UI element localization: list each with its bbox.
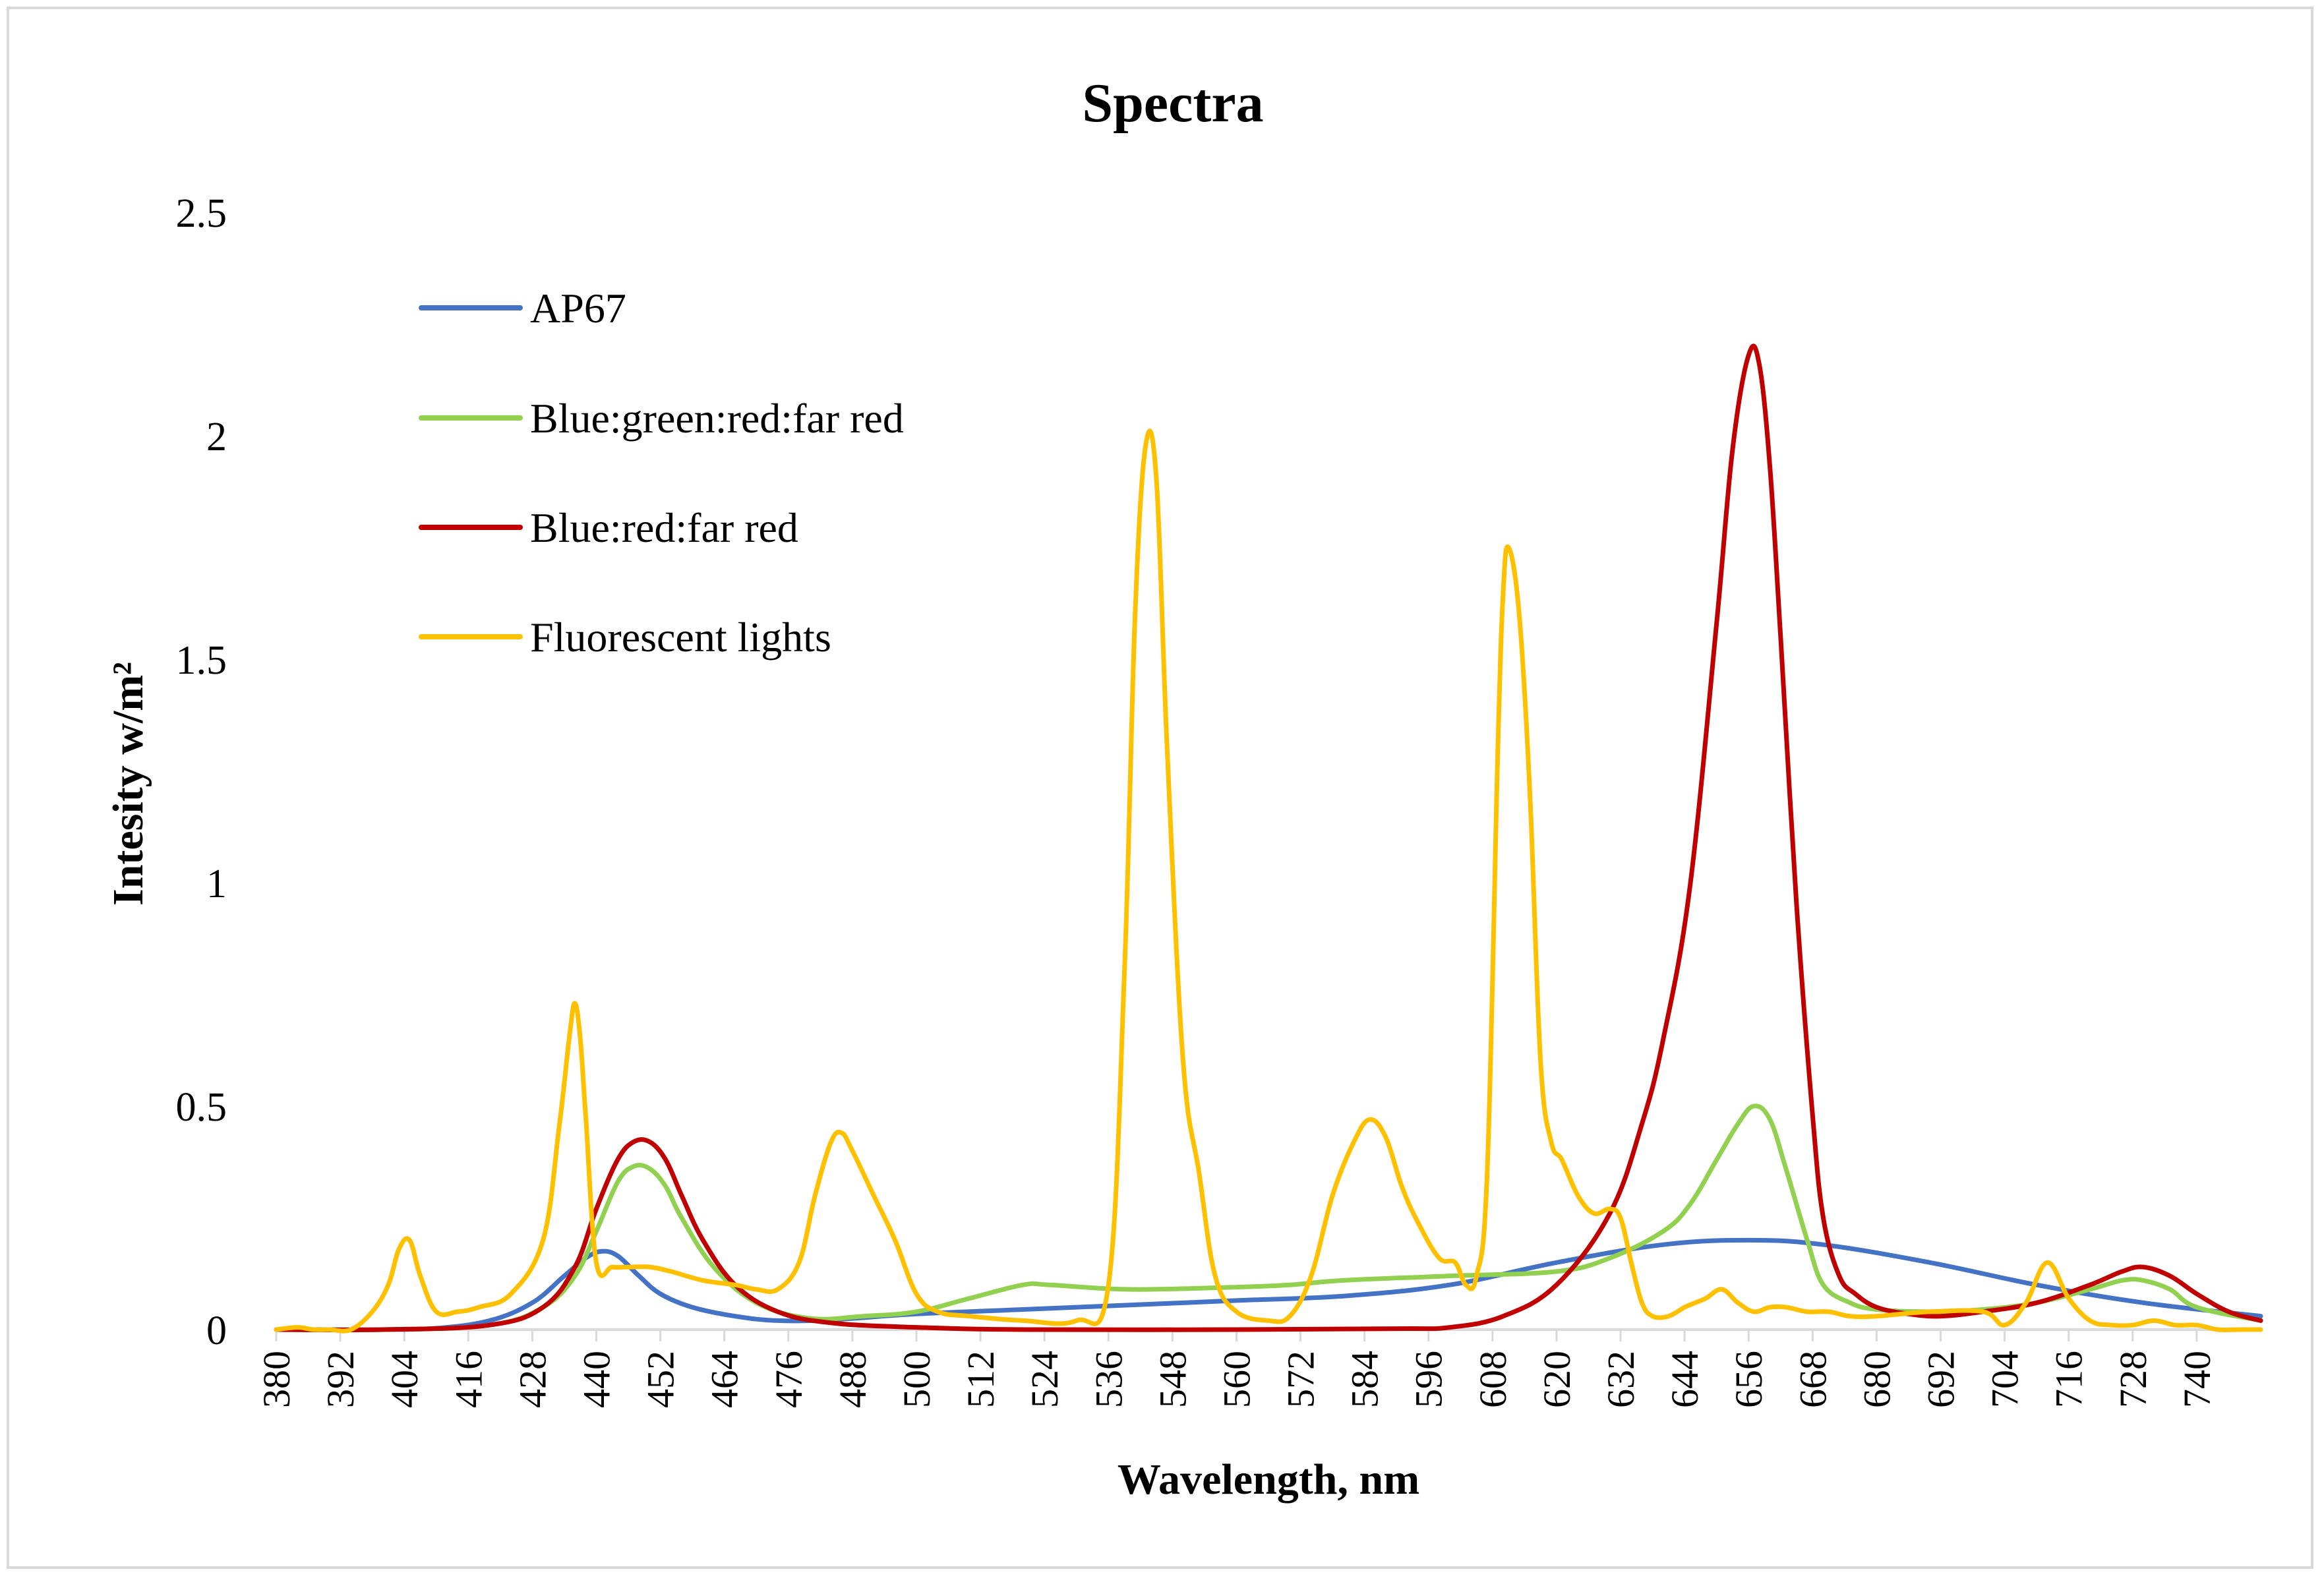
y-tick-label: 2.5 — [176, 191, 227, 236]
x-tick-label: 584 — [1344, 1351, 1386, 1408]
x-tick-label: 452 — [640, 1351, 682, 1408]
y-axis-tick-labels: 0 0.5 1 1.5 2 2.5 — [176, 191, 227, 1353]
legend-label: AP67 — [530, 285, 626, 332]
chart-canvas: Spectra 0 0.5 1 1.5 2 2.5 380 392 404 416 428 440 4… — [104, 73, 2263, 1504]
x-tick-label: 500 — [895, 1351, 938, 1408]
x-axis-tick-marks — [275, 1330, 2198, 1341]
legend-label: Blue:green:red:far red — [530, 395, 904, 442]
legend-item-blue-red-far-red: Blue:red:far red — [419, 504, 798, 551]
x-tick-label: 644 — [1663, 1351, 1706, 1408]
series-line-ap67 — [274, 1237, 2263, 1332]
x-tick-label: 440 — [575, 1351, 618, 1408]
legend-label: Blue:red:far red — [530, 504, 798, 551]
x-tick-label: 596 — [1408, 1351, 1450, 1408]
y-tick-label: 1 — [206, 862, 227, 906]
x-tick-label: 728 — [2112, 1351, 2155, 1408]
x-tick-label: 620 — [1535, 1351, 1578, 1408]
legend-item-blue-green-red-far-red: Blue:green:red:far red — [419, 395, 904, 442]
x-tick-label: 416 — [447, 1351, 490, 1408]
x-axis-tick-labels: 380 392 404 416 428 440 452 464 476 488 500 512 524 5… — [255, 1351, 2219, 1408]
x-tick-label: 392 — [319, 1351, 362, 1408]
x-tick-label: 716 — [2048, 1351, 2091, 1408]
y-tick-label: 1.5 — [176, 638, 227, 683]
x-tick-label: 608 — [1472, 1351, 1514, 1408]
x-tick-label: 560 — [1215, 1351, 1258, 1408]
series-line-fluorescent-lights — [274, 428, 2263, 1334]
y-tick-label: 0.5 — [176, 1085, 227, 1130]
x-tick-label: 524 — [1023, 1351, 1066, 1408]
x-tick-label: 740 — [2176, 1351, 2219, 1408]
series-line-blue-red-far-red — [274, 343, 2263, 1333]
x-tick-label: 704 — [1984, 1351, 2027, 1408]
x-tick-label: 680 — [1855, 1351, 1898, 1408]
x-tick-label: 428 — [511, 1351, 554, 1408]
x-tick-label: 512 — [959, 1351, 1002, 1408]
legend-item-fluorescent-lights: Fluorescent lights — [419, 614, 831, 661]
x-tick-label: 572 — [1280, 1351, 1323, 1408]
legend-item-ap67: AP67 — [419, 285, 626, 332]
y-tick-label: 0 — [206, 1308, 227, 1353]
x-tick-label: 692 — [1920, 1351, 1963, 1408]
chart-frame: Spectra 0 0.5 1 1.5 2 2.5 380 392 404 416 428 440 4… — [7, 7, 2313, 1569]
x-axis-label: Wavelength, nm — [1117, 1455, 1419, 1504]
legend: AP67 Blue:green:red:far red Blue:red:far r… — [419, 285, 904, 661]
y-tick-label: 2 — [206, 415, 227, 459]
x-tick-label: 632 — [1599, 1351, 1642, 1408]
x-tick-label: 488 — [831, 1351, 874, 1408]
series-lines — [274, 343, 2263, 1334]
x-tick-label: 548 — [1151, 1351, 1194, 1408]
x-tick-label: 380 — [255, 1351, 298, 1408]
x-tick-label: 656 — [1727, 1351, 1770, 1408]
chart-title: Spectra — [1082, 73, 1263, 134]
x-tick-label: 464 — [703, 1351, 746, 1408]
x-tick-label: 668 — [1791, 1351, 1834, 1408]
legend-label: Fluorescent lights — [530, 614, 831, 661]
y-axis-label: Intesity w/m² — [104, 662, 152, 906]
x-tick-label: 404 — [383, 1351, 426, 1408]
series-line-blue-green-red-far-red — [274, 1103, 2263, 1333]
x-tick-label: 536 — [1087, 1351, 1130, 1408]
x-tick-label: 476 — [767, 1351, 810, 1408]
